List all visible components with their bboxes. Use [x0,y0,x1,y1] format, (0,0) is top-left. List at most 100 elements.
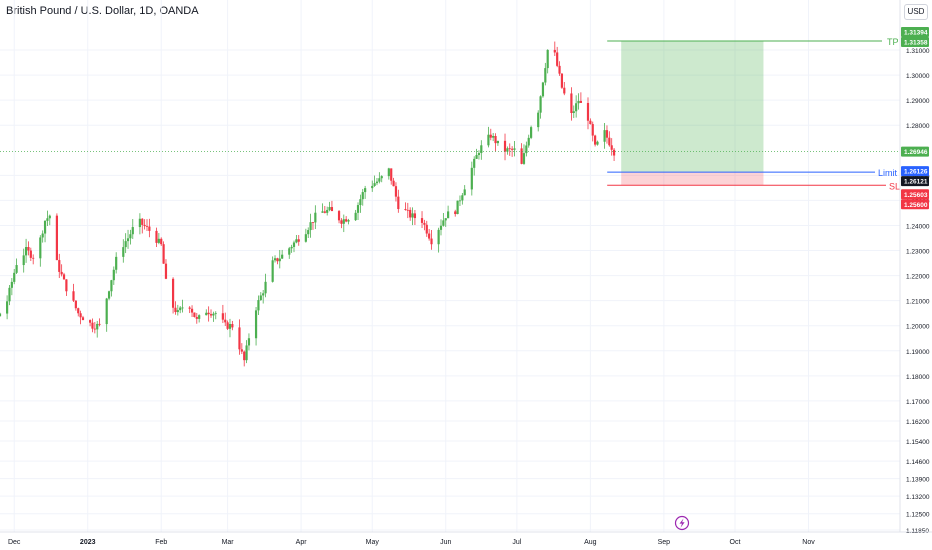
price-tick-label: 1.13900 [906,477,930,484]
candle-body [394,186,398,197]
candle-body [74,300,77,309]
loss-zone [621,172,764,186]
price-tick-label: 1.12500 [906,512,930,519]
limit-price2-tag [901,176,929,187]
tp-label: TP [887,37,899,47]
candle-body [65,279,68,292]
candle-body [276,258,279,262]
candle-body [463,189,466,196]
candle-body [304,234,307,242]
candle-body [575,103,578,112]
candle-body [126,238,130,242]
candle-body [138,218,141,228]
time-tick-label: Feb [155,539,167,546]
candle-body [473,158,476,168]
position-lines: TP Limit SL [0,37,900,191]
candle-body [72,291,75,301]
candle-body [174,307,177,313]
price-tick-label: 1.15400 [906,439,930,446]
candle-body [387,168,390,177]
candle-body [371,185,374,189]
candle-body [494,135,497,144]
candle-body [129,234,132,239]
candle-body [157,238,160,243]
candle-body [605,130,609,138]
candle-body [228,324,232,329]
candle-body [594,135,597,145]
candle-body [221,313,224,320]
candle-body [563,87,566,94]
candle-body [160,238,163,245]
chart-title: British Pound / U.S. Dollar, 1D, OANDA [6,5,199,17]
price-tick-label: 1.20000 [906,324,930,331]
candle-body [461,195,464,201]
candle-body [347,220,350,222]
candle-body [345,219,348,222]
candle-body [10,281,13,288]
candle-body [470,167,473,190]
candle-body [311,222,315,223]
candle-body [32,257,35,259]
candle-body [361,192,364,200]
limit-label: Limit [878,168,898,178]
candle-body [354,212,357,221]
time-axis[interactable]: Dec 2023 Feb Mar Apr May Jun Jul Aug Sep Oct Nov [0,531,932,546]
candle-body [596,141,599,145]
candle-body [577,100,580,104]
time-tick-label: Aug [584,539,597,546]
candle-body [190,308,194,313]
sl-upper-tag-text: 1.25603 [904,192,928,199]
time-tick-label: May [366,539,380,546]
candle-body [179,307,182,311]
candle-body [529,127,533,138]
candle-body [214,313,217,315]
price-axis[interactable]: 1.310001.300001.290001.280001.260001.250… [899,0,930,535]
candle-body [271,260,274,282]
price-tick-label: 1.23000 [906,249,930,256]
candle-body [392,180,395,187]
candle-body [0,313,2,317]
price-tick-label: 1.30000 [906,73,930,80]
candle-body [375,181,379,184]
candle-body [96,323,99,330]
candle-body [309,222,312,231]
time-tick-label: Nov [802,539,815,546]
candle-body [553,49,556,53]
candle-body [81,317,85,321]
sl-upper-tag [901,189,929,200]
candle-body [492,135,495,138]
currency-button[interactable]: USD [904,4,928,20]
candle-body [48,215,51,219]
lightning-icon[interactable] [674,515,690,531]
candle-body [13,272,16,282]
candle-body [328,207,331,210]
time-tick-label: Jun [440,539,451,546]
candle-body [378,178,381,182]
candle-body [41,233,44,238]
candle-body [88,320,92,323]
candle-body [522,153,526,164]
candle-body [340,220,343,224]
candle-body [141,218,144,225]
candle-body [193,312,196,317]
candle-body [458,200,462,202]
candle-body [442,220,445,226]
price-tick-label: 1.28000 [906,123,930,130]
candle-body [556,52,559,66]
candle-body [404,209,407,210]
candle-body [290,246,293,249]
candle-body [131,227,134,235]
candle-body [240,349,243,352]
candle-body [603,130,606,142]
candle-body [292,242,296,247]
candle-body [342,219,345,224]
candle-body [314,212,317,223]
candle-body [115,256,118,270]
candle-body [454,211,457,215]
candle-body [397,196,400,210]
candle-body [489,134,492,138]
candle-body [112,269,115,281]
candle-body [437,229,440,245]
candle-body [8,287,11,302]
